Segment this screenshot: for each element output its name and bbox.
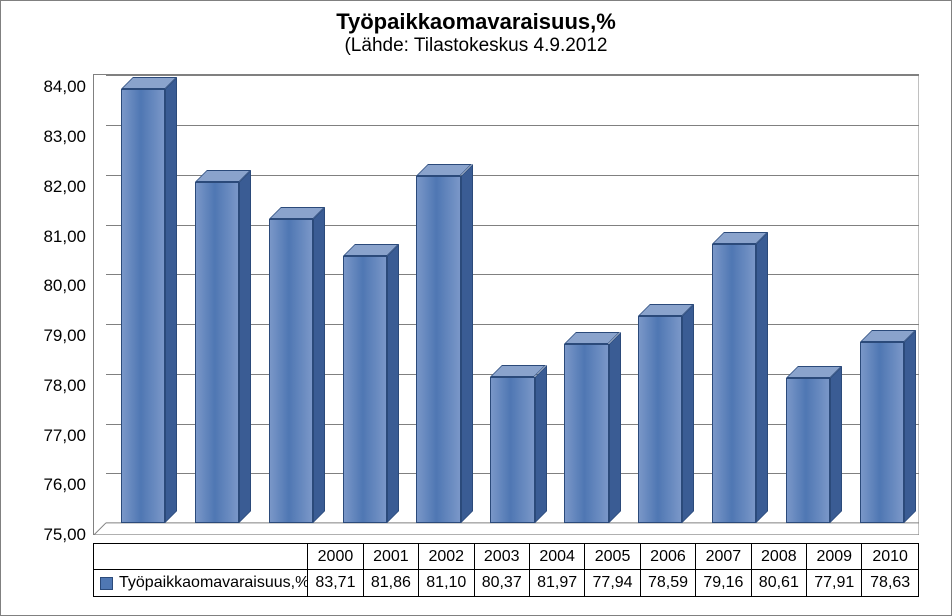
table-header-blank [94,544,308,570]
table-header-year: 2001 [364,544,419,570]
bar [786,378,830,523]
bar [416,176,460,523]
bar-front [564,344,608,523]
table-header-year: 2009 [807,544,862,570]
bar-side [756,232,768,523]
table-header-year: 2003 [475,544,530,570]
bar-front [195,182,239,523]
bar-side [682,304,694,523]
chart-title: Työpaikkaomavaraisuus,% [15,9,937,35]
bar-side [904,330,916,523]
bar-front [416,176,460,523]
table-header-year: 2005 [585,544,640,570]
bar [269,219,313,523]
bar [121,89,165,523]
legend-cell: Työpaikkaomavaraisuus,% [94,570,308,596]
bar-side [830,366,842,523]
table-value: 78,63 [862,570,917,596]
bar-side [535,365,547,523]
bar-side [239,170,251,523]
table-value: 81,86 [364,570,419,596]
y-tick-label: 80,00 [28,276,86,296]
legend-swatch [100,577,113,590]
table-value: 79,16 [696,570,751,596]
table-value: 83,71 [308,570,363,596]
chart-frame: Työpaikkaomavaraisuus,% (Lähde: Tilastok… [0,0,952,616]
chart-titles: Työpaikkaomavaraisuus,% (Lähde: Tilastok… [15,9,937,58]
table-header-year: 2000 [308,544,363,570]
bar-front [343,256,387,523]
bar [712,244,756,523]
chart-area: 75,00 76,00 77,00 78,00 79,00 80,00 81,00 82,00… [15,64,937,605]
table-header-year: 2004 [530,544,585,570]
y-tick-label: 75,00 [28,525,86,545]
table-header-year: 2002 [419,544,474,570]
bar-front [121,89,165,523]
table-value: 81,10 [419,570,474,596]
table-value: 77,91 [807,570,862,596]
bar [860,342,904,523]
bar [343,256,387,523]
bar [195,182,239,523]
bar-side [165,77,177,523]
y-tick-label: 77,00 [28,426,86,446]
table-header-year: 2006 [641,544,696,570]
table-value: 80,37 [475,570,530,596]
table-value: 80,61 [752,570,807,596]
table-value: 77,94 [585,570,640,596]
chart-subtitle: (Lähde: Tilastokeskus 4.9.2012 [15,35,937,58]
bar-front [490,377,534,523]
bar-side [313,207,325,523]
bar-front [712,244,756,523]
y-tick-label: 83,00 [28,127,86,147]
y-tick-label: 81,00 [28,227,86,247]
bar-front [638,316,682,523]
y-tick-label: 79,00 [28,326,86,346]
y-tick-label: 78,00 [28,376,86,396]
plot-box: 75,0076,0077,0078,0079,0080,0081,0082,00… [93,74,919,535]
table-header-year: 2010 [862,544,917,570]
bar [490,377,534,523]
bar-front [860,342,904,523]
table-value: 81,97 [530,570,585,596]
data-table: 2000200120022003200420052006200720082009… [93,543,919,597]
y-tick-label: 84,00 [28,77,86,97]
y-tick-label: 82,00 [28,177,86,197]
bar-side [609,332,621,523]
bar [564,344,608,523]
table-header-year: 2008 [752,544,807,570]
bar-side [461,164,473,523]
bar-front [786,378,830,523]
bar [638,316,682,523]
bar-front [269,219,313,523]
table-header-year: 2007 [696,544,751,570]
bar-side [387,244,399,523]
bars-container [106,75,919,523]
legend-label: Työpaikkaomavaraisuus,% [119,574,308,592]
table-value: 78,59 [641,570,696,596]
y-tick-label: 76,00 [28,475,86,495]
